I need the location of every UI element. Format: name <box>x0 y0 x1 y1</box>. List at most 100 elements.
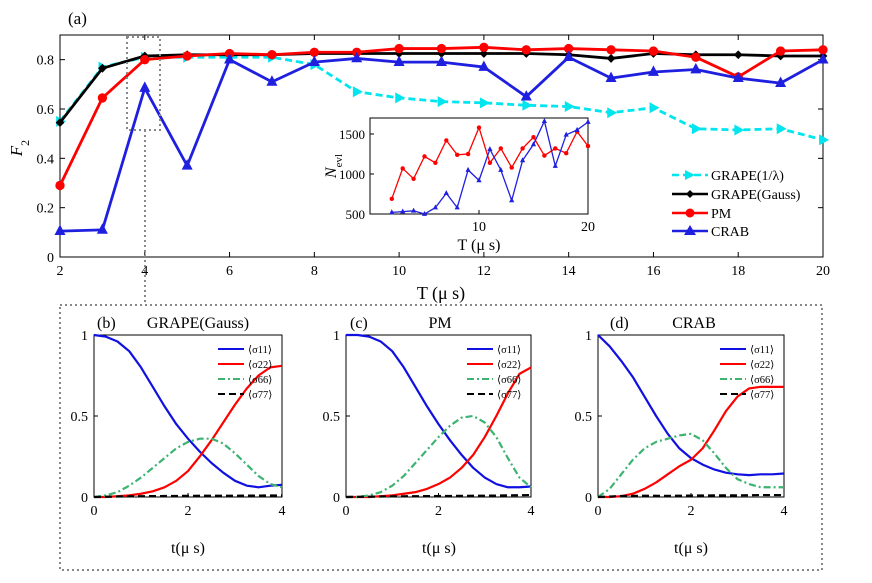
point-pm <box>691 52 701 62</box>
point-grape-1 <box>734 124 745 136</box>
legend-label-grape-gauss: GRAPE(Gauss) <box>711 188 801 203</box>
point-pm <box>818 45 828 55</box>
inset-point-crab <box>585 118 591 124</box>
legend-marker-grape-gauss <box>686 190 694 198</box>
y-tick-label: 0.8 <box>37 54 55 69</box>
panel-a-axes-frame <box>59 34 824 258</box>
point-pm <box>775 46 786 56</box>
inset-point-pm <box>520 146 525 151</box>
inset-y-tick-label: 1500 <box>339 127 365 142</box>
x-tick-label: 0 <box>343 504 350 519</box>
population-line-sigma22 <box>94 364 283 499</box>
x-tick-label: 6 <box>226 264 233 279</box>
y-tick-label: 0 <box>585 491 592 506</box>
inset-point-crab <box>454 204 460 210</box>
point-crab <box>96 223 108 234</box>
population-legend: ⟨σ11⟩ ⟨σ22⟩ ⟨σ66⟩ ⟨σ77⟩ <box>218 345 272 401</box>
legend-marker-pm <box>685 208 695 218</box>
point-crab <box>732 71 744 83</box>
point-grape-1 <box>649 102 660 114</box>
x-tick-label: 4 <box>528 504 535 519</box>
point-pm <box>55 180 65 191</box>
inset-point-pm <box>411 176 416 182</box>
subplots-container <box>59 304 823 571</box>
inset-point-crab <box>443 190 449 196</box>
point-crab <box>436 55 447 66</box>
point-grape-1 <box>522 99 533 111</box>
legend-label-sigma77: ⟨σ77⟩ <box>750 390 774 401</box>
inset-point-pm <box>476 125 482 130</box>
point-pm <box>97 93 108 103</box>
point-crab <box>308 55 320 66</box>
inset-point-crab <box>389 209 395 215</box>
inset-point-crab <box>411 207 417 213</box>
inset-ticks: 10 20 500 1000 1500 <box>339 127 595 235</box>
population-line-sigma22 <box>598 385 784 499</box>
inset-y-tick-label: 500 <box>346 207 366 222</box>
population-line-sigma77 <box>345 493 532 499</box>
y-tick-label: 0.5 <box>323 410 341 425</box>
inset-ylabel-main: N <box>323 166 340 179</box>
point-crab <box>266 75 278 86</box>
point-grape-1 <box>607 107 618 119</box>
panel-b-xlabel: t(μ s) <box>171 540 205 557</box>
point-pm <box>140 54 150 65</box>
point-crab <box>351 51 363 63</box>
x-tick-label: 12 <box>477 264 491 279</box>
inset-point-crab <box>509 197 515 203</box>
x-tick-label: 14 <box>562 264 576 279</box>
legend-label-sigma66: ⟨σ66⟩ <box>497 375 521 386</box>
inset-ylabel: Nevl <box>323 154 345 179</box>
point-pm <box>479 42 489 53</box>
x-tick-label: 4 <box>279 504 286 519</box>
y-tick-label: 0.5 <box>71 410 89 425</box>
inset-xlabel: T (μ s) <box>458 237 501 254</box>
y-tick-label: 1 <box>333 329 340 344</box>
legend-item-crab: CRAB <box>672 225 749 240</box>
inset-point-crab <box>465 166 471 172</box>
point-pm <box>394 43 404 54</box>
legend-item-grape-lambda: GRAPE(1/λ) <box>672 169 784 184</box>
point-pm <box>309 47 320 57</box>
x-tick-label: 2 <box>435 504 442 519</box>
inset-y-tick-label: 1000 <box>339 167 365 182</box>
inset-point-crab <box>498 166 504 172</box>
point-grape-gauss <box>97 63 107 73</box>
x-tick-label: 2 <box>688 504 695 519</box>
panel-d-title: CRAB <box>672 315 716 332</box>
point-grape-1 <box>437 96 448 108</box>
point-crab <box>563 50 575 62</box>
legend-label-sigma22: ⟨σ22⟩ <box>750 360 774 371</box>
point-grape-gauss <box>437 49 446 58</box>
point-grape-gauss <box>55 118 65 127</box>
point-crab <box>775 76 787 87</box>
panel-c-plot: 0 2 4 0 0.5 1 ⟨σ11⟩ ⟨σ22⟩ ⟨σ66⟩ ⟨σ77⟩ <box>323 329 535 519</box>
legend-label-grape-lambda: GRAPE(1/λ) <box>711 169 784 184</box>
point-crab <box>54 224 66 235</box>
panel-b-title: GRAPE(Gauss) <box>147 315 249 332</box>
panel-a-ticks: 246810121416182000.20.40.60.8 <box>37 35 830 279</box>
point-crab <box>520 90 532 101</box>
inset-point-crab <box>421 210 428 216</box>
population-line-sigma66 <box>346 414 532 499</box>
point-grape-1 <box>564 101 575 113</box>
legend-label-sigma11: ⟨σ11⟩ <box>497 345 521 356</box>
legend-marker-crab <box>684 225 696 235</box>
x-tick-label: 4 <box>781 504 788 519</box>
legend-item-grape-gauss: GRAPE(Gauss) <box>672 188 801 203</box>
inset-point-pm <box>444 138 449 143</box>
point-grape-1 <box>819 134 830 146</box>
legend-label-crab: CRAB <box>711 225 749 240</box>
panel-d-plot: 0 2 4 0 0.5 1 ⟨σ11⟩ ⟨σ22⟩ ⟨σ66⟩ ⟨σ77⟩ <box>575 329 788 519</box>
point-crab <box>647 65 659 76</box>
point-grape-1 <box>395 92 406 104</box>
y-tick-label: 0 <box>333 491 340 506</box>
point-grape-1 <box>776 123 787 135</box>
y-tick-label: 0.6 <box>37 103 55 118</box>
inset-point-crab <box>563 131 569 137</box>
point-pm <box>521 45 531 55</box>
x-tick-label: 0 <box>91 504 98 519</box>
x-tick-label: 2 <box>185 504 192 519</box>
y-tick-label: 1 <box>585 329 592 344</box>
inset-point-crab <box>574 126 580 132</box>
